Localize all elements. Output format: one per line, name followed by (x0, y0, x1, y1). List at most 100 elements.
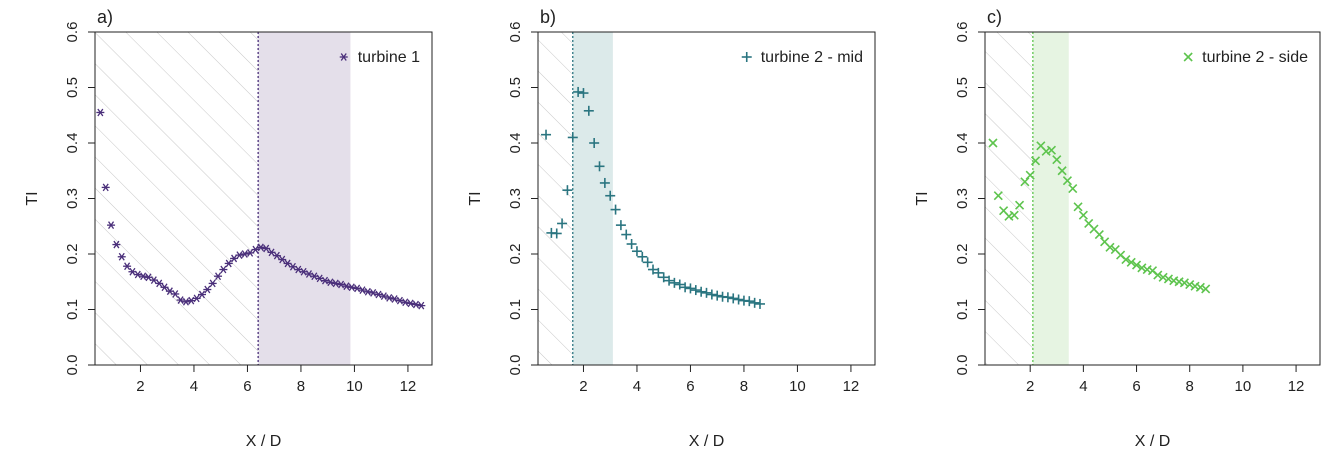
data-point (374, 290, 383, 299)
data-point (395, 296, 404, 305)
data-point (664, 275, 675, 286)
data-point (390, 295, 399, 303)
data-point (690, 285, 701, 296)
y-tick-label: 0.3 (507, 188, 524, 209)
legend-marker (1183, 52, 1193, 62)
y-axis-label: TI (467, 191, 484, 205)
data-point (363, 287, 372, 296)
shaded-band (572, 32, 613, 365)
data-point (176, 296, 185, 304)
data-point (96, 108, 105, 117)
y-tick-label: 0.0 (954, 355, 971, 376)
data-point (1201, 284, 1211, 294)
data-point (658, 272, 669, 283)
data-point (1121, 254, 1131, 265)
data-point (653, 267, 664, 278)
data-point (551, 228, 562, 239)
y-tick-label: 0.4 (64, 133, 81, 154)
data-point (240, 250, 249, 258)
data-point (573, 86, 584, 97)
data-point (262, 244, 271, 253)
shaded-band (258, 32, 351, 365)
legend-label: turbine 2 - mid (761, 49, 863, 66)
data-point (369, 288, 378, 297)
data-point (256, 243, 265, 252)
data-point (272, 251, 281, 260)
y-tick-label: 0.0 (507, 355, 524, 376)
data-point (712, 290, 723, 301)
data-point (197, 290, 206, 299)
data-point (112, 240, 121, 249)
x-tick-label: 6 (1132, 378, 1140, 395)
hatched-region (538, 32, 573, 365)
data-point (621, 229, 632, 240)
data-point (347, 283, 356, 292)
data-point (722, 292, 733, 303)
data-point (605, 190, 616, 201)
data-point (385, 293, 394, 302)
data-point (321, 276, 330, 285)
legend-marker (741, 52, 752, 62)
data-point (1073, 202, 1083, 212)
y-axis-label: TI (914, 191, 931, 205)
data-point (993, 191, 1003, 201)
x-tick-label: 2 (1026, 378, 1034, 395)
y-tick-label: 0.6 (64, 22, 81, 43)
data-point (1020, 177, 1030, 187)
x-tick-label: 4 (1079, 378, 1087, 395)
x-tick-label: 12 (400, 378, 417, 395)
data-point (754, 298, 765, 309)
panel-label: c) (987, 7, 1002, 27)
y-tick-label: 0.6 (507, 22, 524, 43)
data-point (1094, 230, 1104, 240)
data-point (615, 220, 626, 231)
data-point (1163, 274, 1174, 284)
data-point (358, 286, 367, 294)
data-point (331, 279, 340, 288)
data-point (1046, 145, 1057, 155)
data-point (631, 246, 642, 257)
y-axis-label: TI (24, 191, 41, 205)
x-tick-label: 12 (843, 378, 860, 395)
x-tick-label: 8 (297, 378, 305, 395)
data-point (610, 204, 621, 215)
y-tick-label: 0.1 (507, 299, 524, 320)
y-tick-label: 0.5 (954, 77, 971, 98)
data-point (1131, 260, 1142, 270)
data-point (1062, 176, 1072, 186)
y-tick-label: 0.3 (954, 188, 971, 209)
data-point (669, 277, 680, 288)
hatched-region (95, 32, 259, 365)
y-tick-label: 0.4 (954, 133, 971, 154)
x-tick-label: 8 (740, 378, 748, 395)
data-point (1025, 170, 1035, 180)
data-point (107, 221, 116, 230)
x-tick-label: 2 (136, 378, 144, 395)
data-point (648, 264, 659, 275)
x-tick-label: 10 (789, 378, 806, 395)
y-tick-label: 0.2 (64, 244, 81, 265)
y-tick-label: 0.4 (507, 133, 524, 154)
panel-label: b) (540, 7, 556, 27)
data-point (235, 251, 244, 259)
data-point (637, 251, 648, 262)
data-series (541, 86, 765, 309)
shaded-band (1032, 32, 1069, 365)
data-point (342, 282, 351, 291)
data-point (411, 300, 420, 309)
data-point (1185, 279, 1195, 290)
data-point (208, 279, 217, 288)
data-point (1014, 200, 1025, 210)
data-point (181, 297, 190, 306)
data-point (696, 286, 707, 297)
data-point (1179, 278, 1189, 288)
panel-label: a) (97, 7, 113, 27)
data-point (101, 183, 110, 192)
data-point (988, 138, 998, 148)
x-tick-label: 6 (686, 378, 694, 395)
x-tick-label: 2 (579, 378, 587, 395)
data-point (224, 259, 233, 268)
data-point (326, 278, 335, 287)
data-point (139, 272, 148, 281)
